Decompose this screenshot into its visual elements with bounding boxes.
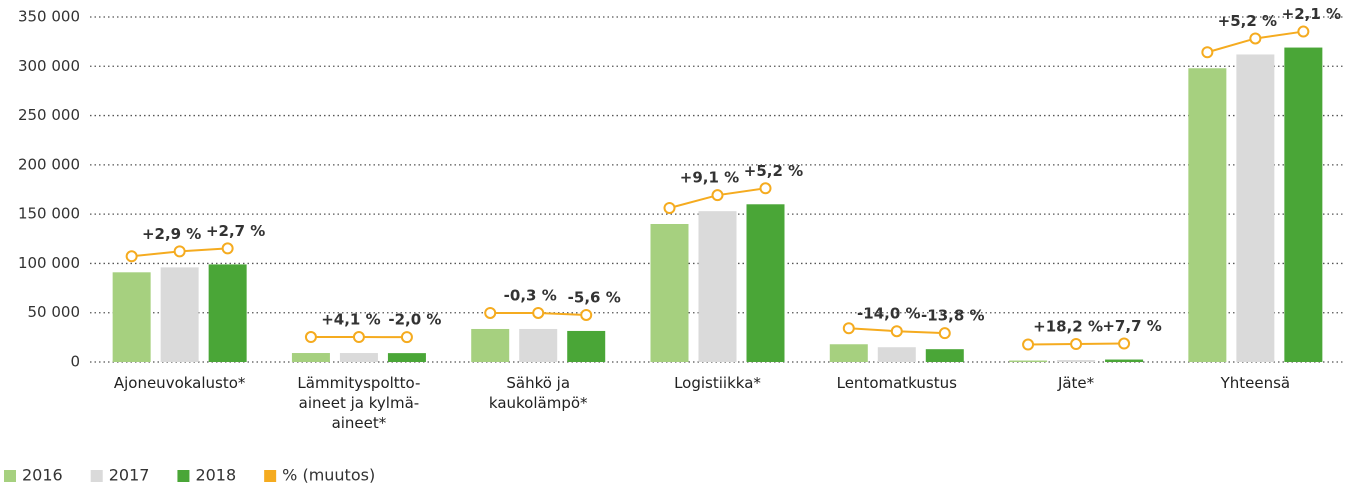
- change-label: -5,6 %: [568, 288, 621, 306]
- legend-swatch: [90, 470, 103, 482]
- y-tick-label: 250 000: [18, 106, 80, 124]
- change-marker: [1249, 32, 1262, 45]
- change-marker: [663, 202, 676, 214]
- bar: [746, 204, 785, 362]
- change-marker: [580, 308, 593, 321]
- change-label: -14,0 %: [857, 305, 921, 323]
- change-marker: [1070, 338, 1083, 351]
- bar: [829, 344, 868, 362]
- legend-label: 2018: [195, 466, 236, 485]
- change-label: +2,1 %: [1282, 5, 1341, 23]
- bar: [567, 330, 606, 362]
- change-label: +7,7 %: [1102, 317, 1161, 335]
- y-tick-label: 50 000: [28, 303, 81, 321]
- bar: [1236, 54, 1275, 362]
- y-tick-label: 350 000: [18, 8, 80, 26]
- bar: [650, 224, 689, 362]
- bar: [519, 328, 558, 362]
- change-label: -0,3 %: [504, 286, 557, 304]
- bar: [698, 211, 737, 362]
- change-marker: [173, 245, 186, 258]
- change-marker: [938, 327, 951, 340]
- legend-swatch: [177, 470, 190, 482]
- x-tick-label: Yhteensä: [1220, 374, 1291, 392]
- y-tick-label: 300 000: [18, 57, 80, 75]
- change-label: -13,8 %: [921, 307, 985, 325]
- change-marker: [1201, 46, 1214, 59]
- legend-swatch: [264, 470, 277, 482]
- x-tick-label: Sähkö ja kaukolämpö*: [488, 374, 588, 412]
- change-marker: [890, 325, 903, 338]
- y-tick-label: 100 000: [18, 254, 80, 272]
- change-marker: [352, 331, 365, 344]
- bar: [160, 267, 199, 362]
- change-label: +2,7 %: [206, 222, 265, 240]
- y-tick-label: 150 000: [18, 205, 80, 223]
- change-label: -2,0 %: [388, 311, 441, 329]
- change-marker: [484, 306, 497, 319]
- change-marker: [842, 322, 855, 335]
- legend-label: % (muutos): [282, 466, 375, 485]
- bar: [877, 347, 916, 362]
- y-tick-label: 200 000: [18, 155, 80, 173]
- change-marker: [1297, 25, 1310, 38]
- bar: [1009, 360, 1048, 362]
- change-marker: [221, 242, 234, 255]
- change-marker: [400, 331, 413, 344]
- bar: [925, 349, 964, 362]
- x-tick-label: Lämmityspoltto- aineet ja kylmä- aineet*: [297, 374, 421, 432]
- bar: [112, 272, 151, 362]
- bar: [1188, 68, 1227, 362]
- change-marker: [1118, 337, 1131, 350]
- bar: [291, 353, 330, 362]
- change-label: +2,9 %: [142, 225, 201, 243]
- change-marker: [711, 189, 724, 202]
- change-marker: [759, 182, 772, 195]
- change-marker: [1022, 338, 1035, 351]
- x-tick-label: Logistiikka*: [674, 374, 761, 392]
- change-label: +5,2 %: [744, 162, 803, 180]
- change-label: +4,1 %: [321, 311, 380, 329]
- change-marker: [125, 250, 138, 263]
- bar: [339, 353, 378, 362]
- legend-label: 2016: [22, 466, 63, 485]
- y-tick-label: 0: [70, 353, 80, 371]
- bar: [1284, 47, 1323, 363]
- change-label: +18,2 %: [1033, 318, 1103, 336]
- x-tick-label: Jäte*: [1057, 374, 1095, 392]
- change-marker: [532, 306, 545, 319]
- change-label: +9,1 %: [680, 169, 739, 187]
- bar: [471, 328, 510, 362]
- bar: [1105, 359, 1144, 362]
- legend-swatch: [4, 470, 16, 482]
- x-tick-label: Lentomatkustus: [836, 374, 957, 392]
- bar: [387, 353, 426, 362]
- change-label: +5,2 %: [1218, 12, 1277, 30]
- x-tick-label: Ajoneuvokalusto*: [113, 374, 246, 392]
- change-marker: [304, 331, 317, 344]
- bar: [208, 264, 247, 362]
- bar: [1057, 360, 1096, 362]
- legend-label: 2017: [109, 466, 150, 485]
